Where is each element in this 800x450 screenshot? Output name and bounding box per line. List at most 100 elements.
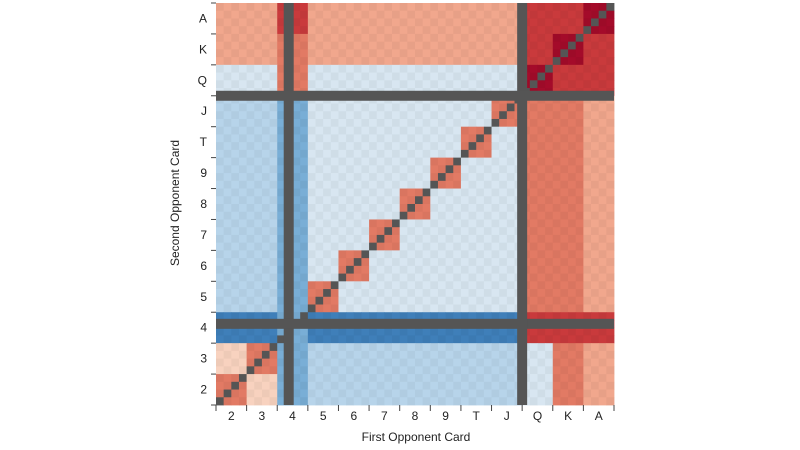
heatmap-cell bbox=[392, 211, 401, 220]
heatmap-cell bbox=[545, 234, 554, 244]
heatmap-cell bbox=[269, 134, 278, 143]
heatmap-cell bbox=[300, 265, 309, 274]
heatmap-cell bbox=[437, 103, 447, 112]
heatmap-cell bbox=[300, 211, 309, 220]
heatmap-cell bbox=[277, 165, 286, 174]
heatmap-cell bbox=[537, 289, 546, 298]
heatmap-cell bbox=[238, 296, 248, 305]
heatmap-cell bbox=[499, 366, 508, 375]
heatmap-cell bbox=[223, 165, 232, 174]
heatmap-cell bbox=[606, 281, 615, 290]
heatmap-cell bbox=[453, 126, 462, 135]
heatmap-cell bbox=[415, 211, 424, 220]
heatmap-cell bbox=[376, 343, 385, 352]
heatmap-cell bbox=[392, 188, 401, 197]
heatmap-cell bbox=[437, 64, 447, 73]
heatmap-cell bbox=[575, 350, 584, 360]
heatmap-cell bbox=[330, 103, 339, 112]
heatmap-cell bbox=[453, 350, 462, 360]
heatmap-cell bbox=[346, 296, 355, 305]
heatmap-cell bbox=[591, 118, 600, 128]
heatmap-cell bbox=[407, 281, 416, 290]
heatmap-cell bbox=[598, 72, 607, 81]
heatmap-cell bbox=[384, 227, 393, 236]
heatmap-cell bbox=[277, 72, 286, 81]
heatmap-cell bbox=[246, 173, 255, 182]
heatmap-cell bbox=[307, 72, 316, 81]
heatmap-cell bbox=[330, 126, 339, 135]
heatmap-cell bbox=[376, 289, 385, 298]
heatmap-cell bbox=[223, 134, 232, 143]
heatmap-cell bbox=[460, 64, 469, 73]
heatmap-cell bbox=[361, 296, 370, 305]
heatmap-cell bbox=[537, 281, 546, 290]
heatmap-cell bbox=[361, 18, 370, 27]
x-tick-label: J bbox=[504, 409, 510, 423]
heatmap-cell bbox=[468, 250, 477, 259]
heatmap-cell bbox=[369, 258, 378, 267]
heatmap-cell bbox=[346, 134, 355, 143]
heatmap-cell bbox=[376, 180, 385, 189]
heatmap-cell bbox=[353, 273, 362, 282]
heatmap-cell bbox=[468, 296, 477, 305]
heatmap-cell bbox=[483, 188, 492, 197]
heatmap-cell bbox=[529, 358, 538, 367]
heatmap-cell bbox=[392, 142, 401, 151]
heatmap-cell bbox=[606, 327, 615, 336]
heatmap-cell bbox=[430, 134, 439, 143]
heatmap-cell bbox=[384, 358, 393, 367]
heatmap-cell bbox=[277, 180, 286, 189]
heatmap-cell bbox=[560, 211, 569, 220]
heatmap-cell bbox=[437, 33, 447, 43]
heatmap-cell bbox=[300, 196, 309, 205]
x-tick-label: 8 bbox=[412, 409, 419, 423]
heatmap-cell bbox=[223, 33, 232, 43]
heatmap-cell bbox=[415, 273, 424, 282]
heatmap-cell bbox=[445, 111, 454, 120]
heatmap-cell bbox=[460, 18, 469, 27]
heatmap-cell bbox=[483, 397, 492, 406]
heatmap-cell bbox=[598, 304, 607, 313]
heatmap-cell bbox=[422, 157, 431, 166]
heatmap-cell bbox=[392, 118, 401, 128]
heatmap-cell bbox=[216, 250, 225, 259]
heatmap-cell bbox=[422, 173, 431, 182]
heatmap-cell bbox=[223, 381, 232, 390]
heatmap-cell bbox=[583, 103, 592, 112]
heatmap-cell bbox=[552, 142, 561, 151]
heatmap-cell bbox=[529, 173, 538, 182]
heatmap-cell bbox=[430, 103, 439, 112]
heatmap-cell bbox=[476, 157, 485, 166]
heatmap-cell bbox=[468, 134, 477, 143]
heatmap-cell bbox=[499, 41, 508, 50]
heatmap-cell bbox=[575, 118, 584, 128]
heatmap-cell bbox=[315, 72, 324, 81]
heatmap-cell bbox=[430, 196, 439, 205]
heatmap-cell bbox=[415, 358, 424, 367]
heatmap-cell bbox=[499, 72, 508, 81]
heatmap-cell bbox=[238, 41, 248, 50]
heatmap-cell bbox=[223, 157, 232, 166]
heatmap-cell bbox=[300, 358, 309, 367]
heatmap-cell bbox=[269, 397, 278, 406]
heatmap-cell bbox=[606, 389, 615, 398]
heatmap-cell bbox=[476, 296, 485, 305]
heatmap-cell bbox=[453, 265, 462, 274]
heatmap-cell bbox=[453, 234, 462, 244]
heatmap-cell bbox=[246, 180, 255, 189]
heatmap-cell bbox=[422, 219, 431, 228]
heatmap-cell bbox=[369, 350, 378, 360]
heatmap-cell bbox=[361, 41, 370, 50]
heatmap-cell bbox=[506, 227, 515, 236]
heatmap-cell bbox=[552, 335, 561, 344]
heatmap-cell bbox=[369, 312, 378, 321]
heatmap-cell bbox=[323, 10, 332, 19]
heatmap-cell bbox=[445, 234, 454, 244]
heatmap-cell bbox=[552, 350, 561, 360]
heatmap-cell bbox=[430, 389, 439, 398]
heatmap-cell bbox=[361, 134, 370, 143]
heatmap-cell bbox=[384, 180, 393, 189]
heatmap-cell bbox=[468, 211, 477, 220]
heatmap-cell bbox=[323, 289, 332, 298]
